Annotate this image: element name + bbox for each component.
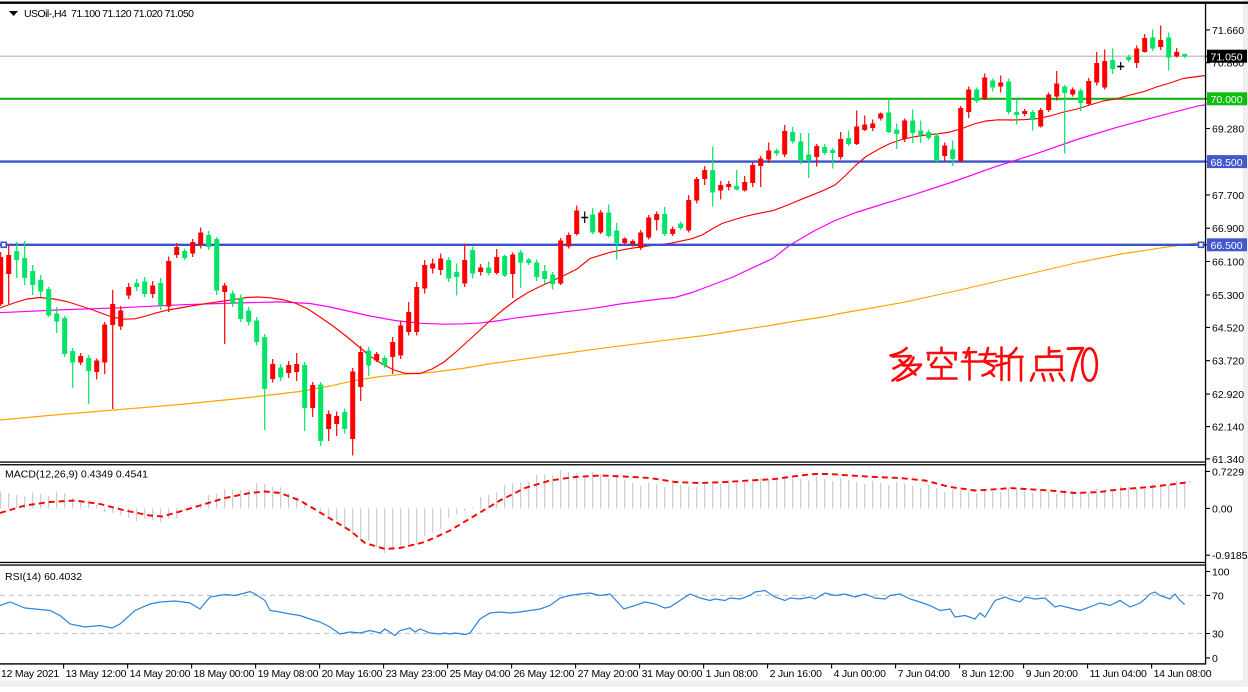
svg-text:25 May 04:00: 25 May 04:00 [450, 668, 511, 680]
svg-text:23 May 23:00: 23 May 23:00 [386, 668, 447, 680]
svg-text:70: 70 [1212, 590, 1224, 602]
svg-text:31 May 00:00: 31 May 00:00 [642, 668, 703, 680]
svg-text:67.700: 67.700 [1212, 190, 1244, 202]
svg-text:4 Jun 00:00: 4 Jun 00:00 [834, 668, 887, 680]
svg-text:61.340: 61.340 [1212, 454, 1244, 466]
svg-text:0.7229: 0.7229 [1212, 466, 1244, 478]
svg-text:70.000: 70.000 [1211, 94, 1243, 106]
svg-text:14 May 20:00: 14 May 20:00 [130, 668, 191, 680]
svg-text:30: 30 [1212, 629, 1224, 641]
svg-text:7 Jun 04:00: 7 Jun 04:00 [898, 668, 951, 680]
svg-text:20 May 16:00: 20 May 16:00 [322, 668, 383, 680]
svg-text:0: 0 [1212, 653, 1218, 665]
svg-text:71.050: 71.050 [1211, 51, 1243, 63]
svg-text:27 May 20:00: 27 May 20:00 [578, 668, 639, 680]
svg-text:62.920: 62.920 [1212, 389, 1244, 401]
svg-text:8 Jun 12:00: 8 Jun 12:00 [962, 668, 1015, 680]
svg-text:63.720: 63.720 [1212, 356, 1244, 368]
svg-text:13 May 12:00: 13 May 12:00 [66, 668, 127, 680]
svg-text:1 Jun 08:00: 1 Jun 08:00 [706, 668, 759, 680]
svg-text:-0.9185: -0.9185 [1212, 550, 1248, 562]
svg-text:18 May 00:00: 18 May 00:00 [194, 668, 255, 680]
svg-text:100: 100 [1212, 567, 1230, 579]
svg-text:66.900: 66.900 [1212, 223, 1244, 235]
svg-text:68.500: 68.500 [1211, 157, 1243, 169]
svg-text:14 Jun 08:00: 14 Jun 08:00 [1154, 668, 1212, 680]
svg-text:69.280: 69.280 [1212, 124, 1244, 136]
svg-text:64.520: 64.520 [1212, 322, 1244, 334]
svg-text:11 Jun 04:00: 11 Jun 04:00 [1090, 668, 1147, 680]
svg-text:MACD(12,26,9) 0.4349 0.4541: MACD(12,26,9) 0.4349 0.4541 [5, 469, 148, 481]
svg-text:2 Jun 16:00: 2 Jun 16:00 [770, 668, 823, 680]
svg-text:0.00: 0.00 [1212, 503, 1233, 515]
svg-text:65.300: 65.300 [1212, 290, 1244, 302]
svg-text:12 May 2021: 12 May 2021 [1, 668, 59, 680]
svg-text:9 Jun 20:00: 9 Jun 20:00 [1026, 668, 1079, 680]
svg-text:USOil-,H4 71.100 71.120 71.02: USOil-,H4 71.100 71.120 71.020 71.050 [24, 8, 194, 20]
svg-text:RSI(14) 60.4032: RSI(14) 60.4032 [5, 571, 82, 583]
svg-text:66.500: 66.500 [1211, 240, 1243, 252]
svg-text:71.660: 71.660 [1212, 25, 1244, 37]
svg-text:19 May 08:00: 19 May 08:00 [258, 668, 319, 680]
svg-text:62.140: 62.140 [1212, 422, 1244, 434]
svg-text:26 May 12:00: 26 May 12:00 [514, 668, 575, 680]
svg-text:66.100: 66.100 [1212, 257, 1244, 269]
